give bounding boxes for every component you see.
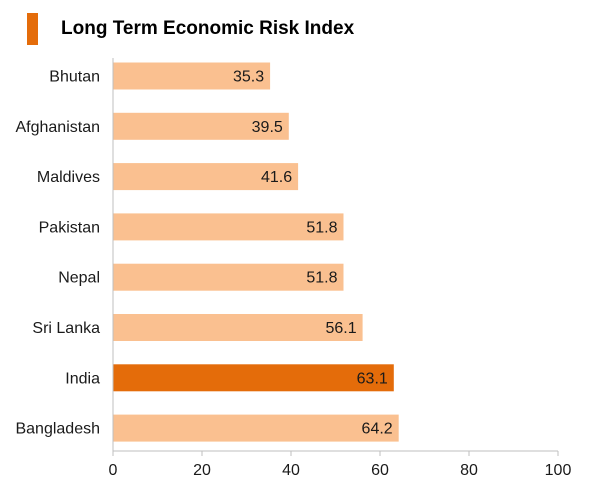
value-label-india: 63.1 <box>357 370 388 387</box>
bar-afghanistan <box>113 112 289 140</box>
x-tick-label-60: 60 <box>371 462 389 479</box>
category-label-sri-lanka: Sri Lanka <box>32 320 100 337</box>
value-label-maldives: 41.6 <box>261 169 292 186</box>
value-label-bangladesh: 64.2 <box>362 421 393 438</box>
category-label-pakistan: Pakistan <box>39 219 100 236</box>
value-label-bhutan: 35.3 <box>233 69 264 86</box>
category-label-bhutan: Bhutan <box>49 69 100 86</box>
bar-bangladesh <box>113 414 399 442</box>
x-tick-label-100: 100 <box>545 462 572 479</box>
category-label-bangladesh: Bangladesh <box>15 421 100 438</box>
bar-india <box>113 364 394 392</box>
category-label-india: India <box>65 370 100 387</box>
bar-maldives <box>113 163 299 191</box>
category-label-maldives: Maldives <box>37 169 100 186</box>
category-label-nepal: Nepal <box>58 270 100 287</box>
category-label-afghanistan: Afghanistan <box>15 119 100 136</box>
bar-sri-lanka <box>113 314 363 341</box>
x-tick-label-80: 80 <box>460 462 478 479</box>
value-label-pakistan: 51.8 <box>306 219 337 236</box>
x-tick-label-20: 20 <box>193 462 211 479</box>
bar-pakistan <box>113 213 344 241</box>
value-label-sri-lanka: 56.1 <box>325 320 356 337</box>
x-tick-label-40: 40 <box>282 462 300 479</box>
bar-nepal <box>113 263 344 291</box>
x-tick-label-0: 0 <box>109 462 118 479</box>
value-label-nepal: 51.8 <box>306 270 337 287</box>
value-label-afghanistan: 39.5 <box>252 119 283 136</box>
title-marker <box>27 13 38 45</box>
chart-title: Long Term Economic Risk Index <box>61 18 355 39</box>
bar-bhutan <box>113 62 271 90</box>
